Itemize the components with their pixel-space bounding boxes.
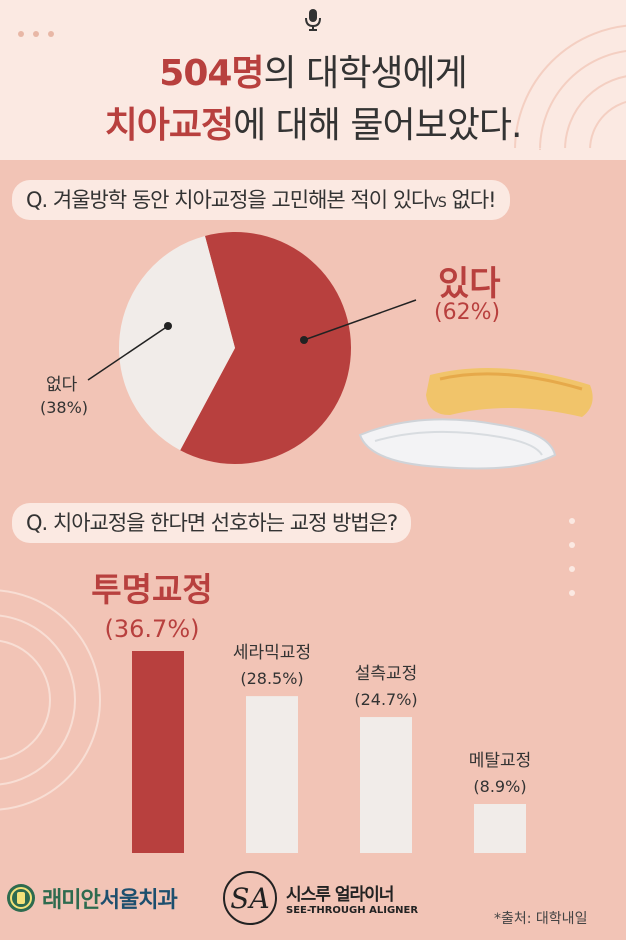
sa-emblem-icon: SA [223, 871, 277, 925]
page-title-line2: 치아교정에 대해 물어보았다. [104, 105, 523, 146]
bar-chart: 투명교정 (36.7%) 세라믹교정 (28.5%) 설측교정 (24.7%) 메탈교정 (8… [91, 570, 532, 853]
svg-text:SA: SA [230, 882, 269, 915]
source-note: *출처: 대학내일 [494, 911, 588, 927]
question-2: Q. 치아교정을 한다면 선호하는 교정 방법은? [12, 503, 412, 543]
bar-label-2: 세라믹교정 [233, 643, 311, 663]
microphone-icon [305, 9, 321, 31]
right-decorative-dots [569, 518, 577, 614]
raemian-seoul-dental-logo: 래미안서울치과 [6, 880, 178, 916]
bar-label-1: 투명교정 [91, 570, 212, 609]
pie-chart [87, 232, 417, 464]
raemian-emblem-icon [7, 884, 35, 912]
pie-leader-dot-no [164, 322, 172, 330]
bar-value-2: (28.5%) [240, 669, 303, 688]
question-1: Q. 겨울방학 동안 치아교정을 고민해본 적이 있다VS 없다! [12, 180, 510, 220]
pie-value-no: (38%) [40, 398, 89, 417]
page-title-line1: 504명의 대학생에게 [159, 53, 467, 94]
pie-value-yes: (62%) [434, 300, 501, 325]
pie-label-no: 없다 [46, 375, 78, 395]
pie-slice-no [119, 235, 235, 451]
bar-3 [360, 717, 412, 853]
pie-leader-no [87, 325, 169, 381]
header-decorative-dots [18, 22, 63, 41]
bar-2 [246, 696, 298, 853]
pie-leader-yes [303, 299, 417, 341]
left-arcs-decoration [0, 589, 101, 811]
bar-value-1: (36.7%) [105, 615, 200, 643]
bar-label-4: 메탈교정 [469, 751, 532, 771]
pie-label-yes: 있다 [438, 264, 501, 304]
bar-4 [474, 804, 526, 853]
pie-slice-yes [180, 232, 352, 464]
pie-leader-dot-yes [300, 336, 308, 344]
bar-value-4: (8.9%) [473, 777, 526, 796]
bar-label-3: 설측교정 [355, 664, 418, 684]
bar-1 [132, 651, 184, 853]
header-zigzag-edge [0, 148, 626, 160]
aligner-illustration [358, 367, 593, 470]
header: 504명의 대학생에게 치아교정에 대해 물어보았다. [0, 0, 626, 160]
bar-value-3: (24.7%) [354, 690, 417, 709]
see-through-aligner-logo: SA 시스루 얼라이너 SEE-THROUGH ALIGNER [220, 866, 418, 930]
